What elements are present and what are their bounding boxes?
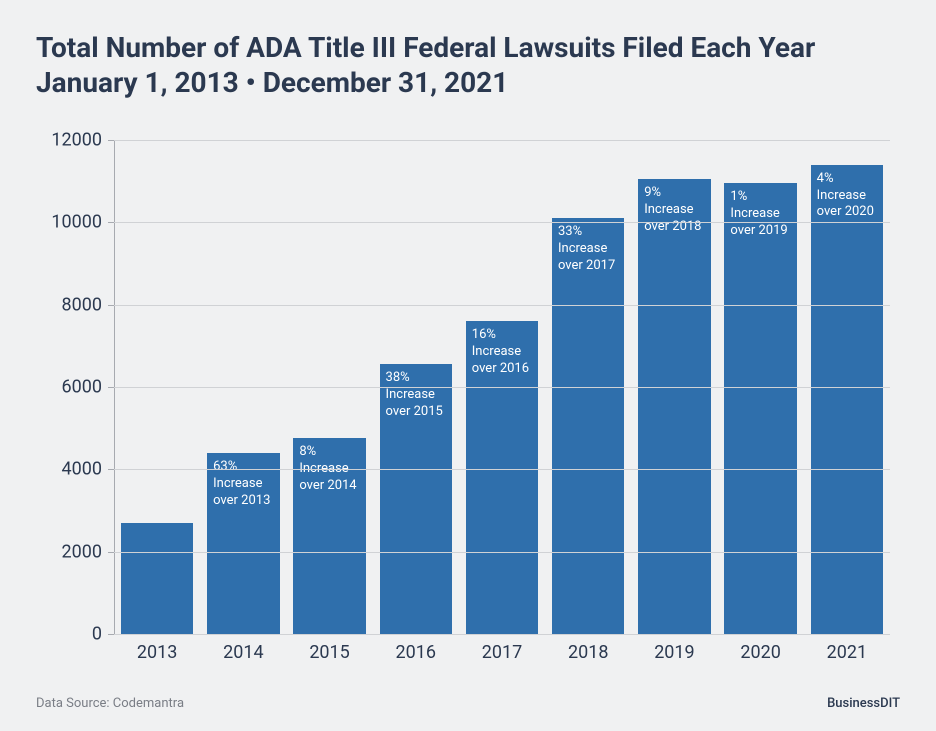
x-axis-label: 2019 bbox=[631, 634, 717, 670]
x-axis-label: 2014 bbox=[200, 634, 286, 670]
y-tick bbox=[108, 140, 114, 141]
data-source-label: Data Source: Codemantra bbox=[36, 696, 184, 711]
brand-label: BusinessDIT bbox=[827, 696, 900, 711]
plot-area: 63% Increase over 20138% Increase over 2… bbox=[114, 140, 890, 634]
chart-footer: Data Source: Codemantra BusinessDIT bbox=[36, 690, 900, 711]
bar: 1% Increase over 2019 bbox=[724, 183, 796, 634]
x-axis-label: 2016 bbox=[373, 634, 459, 670]
bar-annotation: 1% Increase over 2019 bbox=[724, 183, 796, 240]
y-axis-label: 8000 bbox=[62, 294, 102, 315]
bar-annotation: 38% Increase over 2015 bbox=[380, 364, 452, 421]
bar: 33% Increase over 2017 bbox=[552, 218, 624, 634]
chart-title: Total Number of ADA Title III Federal La… bbox=[36, 30, 900, 100]
bar: 38% Increase over 2015 bbox=[380, 364, 452, 634]
gridline bbox=[114, 387, 890, 388]
bar bbox=[121, 523, 193, 634]
x-axis-label: 2017 bbox=[459, 634, 545, 670]
y-axis-label: 12000 bbox=[51, 130, 102, 151]
bar-annotation: 33% Increase over 2017 bbox=[552, 218, 624, 275]
bar: 9% Increase over 2018 bbox=[638, 179, 710, 634]
x-axis-label: 2013 bbox=[114, 634, 200, 670]
x-axis-labels: 201320142015201620172018201920202021 bbox=[114, 634, 890, 670]
bar: 16% Increase over 2016 bbox=[466, 321, 538, 634]
bar-annotation: 8% Increase over 2014 bbox=[293, 438, 365, 495]
x-axis-label: 2015 bbox=[286, 634, 372, 670]
y-axis-label: 2000 bbox=[62, 541, 102, 562]
bar: 8% Increase over 2014 bbox=[293, 438, 365, 634]
y-tick bbox=[108, 552, 114, 553]
bar-annotation: 16% Increase over 2016 bbox=[466, 321, 538, 378]
bar-annotation: 4% Increase over 2020 bbox=[811, 165, 883, 222]
gridline bbox=[114, 222, 890, 223]
y-tick bbox=[108, 387, 114, 388]
y-tick bbox=[108, 305, 114, 306]
bar: 63% Increase over 2013 bbox=[207, 453, 279, 634]
x-axis-label: 2021 bbox=[804, 634, 890, 670]
chart-container: Total Number of ADA Title III Federal La… bbox=[0, 0, 936, 731]
y-tick bbox=[108, 222, 114, 223]
y-axis-label: 4000 bbox=[62, 459, 102, 480]
chart-area: 63% Increase over 20138% Increase over 2… bbox=[36, 140, 900, 670]
y-axis-label: 6000 bbox=[62, 377, 102, 398]
x-axis-label: 2020 bbox=[718, 634, 804, 670]
bar-annotation: 63% Increase over 2013 bbox=[207, 453, 279, 510]
bar: 4% Increase over 2020 bbox=[811, 165, 883, 634]
y-tick bbox=[108, 469, 114, 470]
bar-annotation: 9% Increase over 2018 bbox=[638, 179, 710, 236]
x-axis-label: 2018 bbox=[545, 634, 631, 670]
y-axis-label: 10000 bbox=[51, 212, 102, 233]
y-axis-label: 0 bbox=[92, 624, 102, 645]
gridline bbox=[114, 469, 890, 470]
gridline bbox=[114, 552, 890, 553]
gridline bbox=[114, 305, 890, 306]
gridline bbox=[114, 140, 890, 141]
